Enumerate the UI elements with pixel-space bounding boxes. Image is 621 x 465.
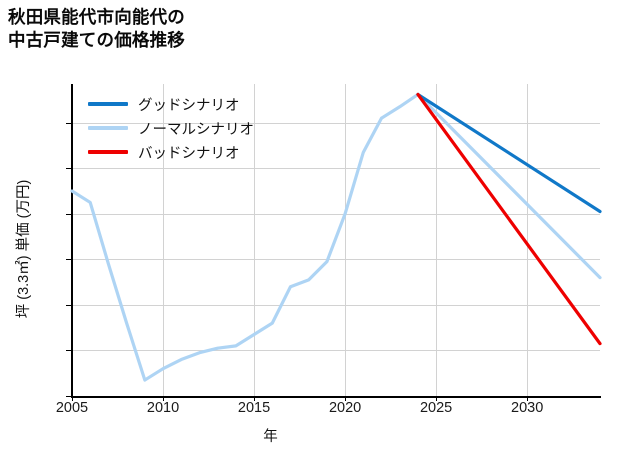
x-axis-label: 年	[0, 425, 621, 446]
legend-item-normal[interactable]: ノーマルシナリオ	[88, 116, 254, 140]
legend-swatch-normal	[88, 126, 128, 130]
legend-label-good: グッドシナリオ	[138, 97, 240, 114]
series-line	[70, 92, 602, 382]
chart-title: 秋田県能代市向能代の 中古戸建ての価格推移	[8, 7, 185, 51]
x-axis-tick-label: 2020	[328, 400, 362, 416]
gridline-vertical	[254, 84, 256, 396]
x-axis-label-text: 年	[263, 429, 278, 445]
x-axis-tick-mark	[527, 396, 529, 401]
x-axis-tick-label: 2030	[511, 400, 544, 416]
x-axis-tick-mark	[345, 396, 347, 401]
gridline-vertical	[436, 84, 438, 396]
gridline-horizontal	[72, 122, 600, 124]
y-axis-spine	[71, 84, 73, 397]
gridline-horizontal	[72, 213, 600, 215]
legend-swatch-bad	[88, 150, 128, 154]
gridline-vertical	[345, 84, 347, 396]
x-axis-tick-label: 2005	[55, 400, 89, 416]
legend-label-normal: ノーマルシナリオ	[138, 121, 254, 138]
x-axis-tick-mark	[436, 396, 438, 401]
chart-legend: グッドシナリオ ノーマルシナリオ バッドシナリオ	[88, 92, 254, 164]
legend-label-bad: バッドシナリオ	[138, 145, 240, 162]
gridline-horizontal	[72, 350, 600, 352]
gridline-vertical	[163, 84, 165, 396]
x-axis-tick-mark	[72, 396, 73, 401]
gridline-horizontal	[72, 304, 600, 306]
x-axis-tick-mark	[254, 396, 256, 401]
gridline-vertical	[527, 84, 529, 396]
gridline-horizontal	[72, 259, 600, 261]
gridline-horizontal	[72, 168, 600, 170]
series-line	[416, 92, 602, 214]
x-axis-tick-label: 2010	[146, 400, 180, 416]
x-axis-spine	[71, 396, 601, 398]
legend-item-good[interactable]: グッドシナリオ	[88, 92, 254, 116]
x-axis-tick-label: 2025	[419, 400, 453, 416]
x-axis-tick-mark	[163, 396, 165, 401]
x-axis-tick-label: 2015	[237, 400, 271, 416]
legend-swatch-good	[88, 102, 128, 106]
legend-item-bad[interactable]: バッドシナリオ	[88, 140, 254, 164]
series-line	[416, 92, 602, 346]
